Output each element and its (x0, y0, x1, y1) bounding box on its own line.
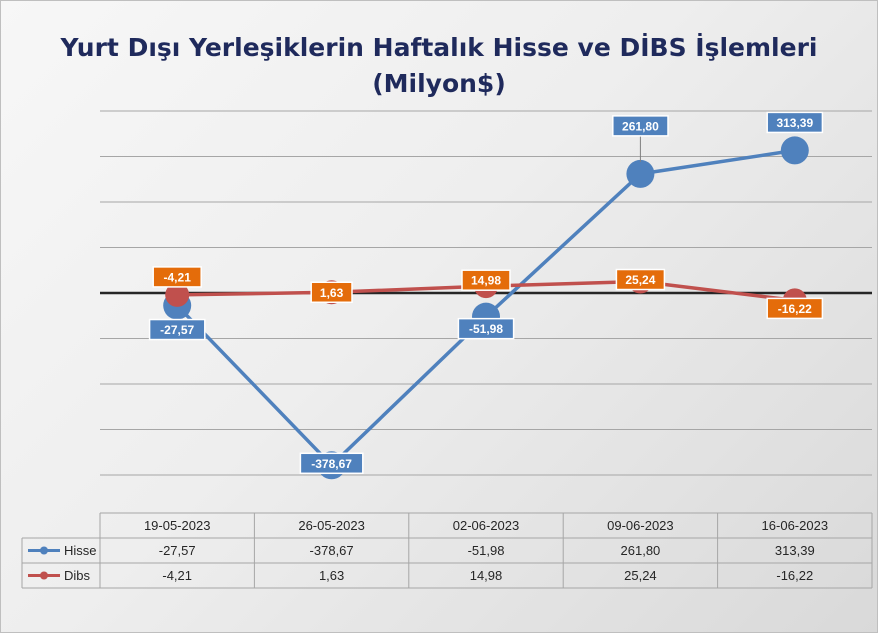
data-label-dibs-3: 25,24 (625, 273, 655, 287)
x-tick-label: 16-06-2023 (762, 518, 829, 533)
legend-marker-dibs (40, 571, 48, 580)
point-dibs-0 (165, 282, 190, 307)
point-hisse-3 (626, 159, 655, 188)
data-label-box-hisse-2 (457, 317, 515, 340)
x-tick-label: 19-05-2023 (144, 518, 211, 533)
legend-label-dibs: Dibs (64, 568, 91, 583)
data-label-dibs-2: 14,98 (471, 274, 501, 288)
data-label-box-hisse-0 (148, 318, 206, 341)
data-label-dibs-1: 1,63 (320, 286, 344, 300)
data-label-dibs-4: -16,22 (778, 302, 812, 316)
x-tick-label: 09-06-2023 (607, 518, 674, 533)
data-label-hisse-4: 313,39 (776, 116, 813, 130)
data-label-box-dibs-3 (615, 268, 666, 291)
data-labels: -27,57 -378,67 -51,98 261,80 313,39 -4,21 1,63… (148, 111, 824, 475)
data-label-hisse-3: 261,80 (622, 119, 659, 133)
data-label-box-hisse-4 (766, 111, 824, 134)
table-cell-dibs: -4,21 (162, 568, 192, 583)
legend-label-hisse: Hisse (64, 543, 97, 558)
data-table: 19-05-2023 26-05-2023 02-06-2023 09-06-2023… (21, 512, 873, 589)
data-label-box-dibs-0 (152, 266, 202, 288)
data-label-box-dibs-4 (766, 297, 824, 320)
table-cell-hisse: 313,39 (775, 543, 815, 558)
table-cell-dibs: -16,22 (776, 568, 813, 583)
table-cell-dibs: 25,24 (624, 568, 657, 583)
data-label-box-hisse-3 (612, 115, 669, 137)
table-cell-hisse: -27,57 (159, 543, 196, 558)
x-tick-label: 02-06-2023 (453, 518, 520, 533)
chart-title-line-1: Yurt Dışı Yerleşiklerin Haftalık Hisse v… (60, 33, 818, 62)
table-cell-dibs: 14,98 (470, 568, 503, 583)
data-label-dibs-0: -4,21 (164, 270, 192, 284)
legend-marker-hisse (40, 546, 48, 555)
series-lines (163, 136, 809, 480)
data-label-box-dibs-1 (310, 281, 353, 304)
data-label-box-hisse-1 (299, 452, 364, 475)
table-cell-hisse: 261,80 (621, 543, 661, 558)
data-label-box-dibs-2 (461, 269, 511, 291)
table-cell-dibs: 1,63 (319, 568, 344, 583)
data-label-hisse-0: -27,57 (160, 323, 194, 337)
data-label-hisse-1: -378,67 (311, 457, 352, 471)
chart-title: Yurt Dışı Yerleşiklerin Haftalık Hisse v… (0, 30, 878, 102)
data-label-hisse-2: -51,98 (469, 322, 503, 336)
x-tick-label: 26-05-2023 (298, 518, 365, 533)
table-cell-hisse: -378,67 (310, 543, 354, 558)
chart-title-line-2: (Milyon$) (372, 69, 506, 98)
table-cell-hisse: -51,98 (468, 543, 505, 558)
point-hisse-4 (780, 136, 809, 165)
